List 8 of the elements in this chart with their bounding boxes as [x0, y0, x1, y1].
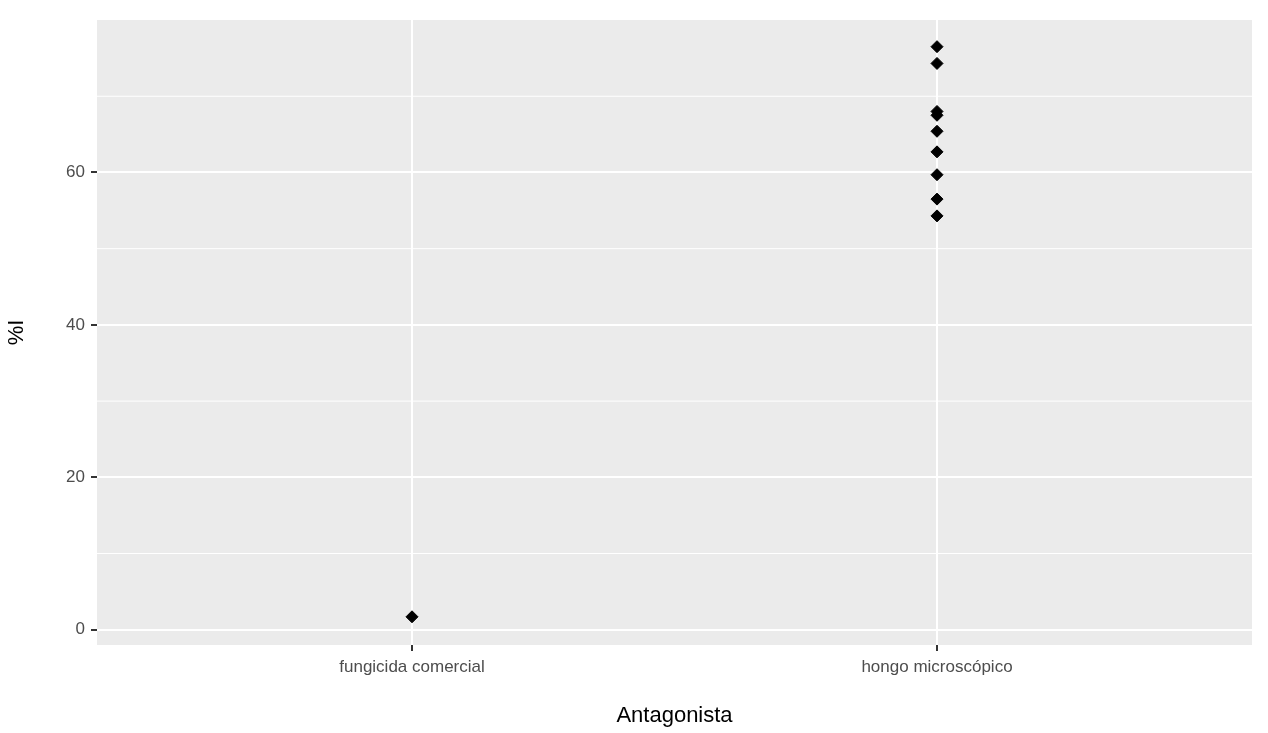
x-axis-title: Antagonista [616, 701, 734, 727]
y-axis-title: %I [3, 319, 29, 346]
y-tick-label: 60 [66, 162, 85, 182]
y-tick-label: 0 [75, 619, 85, 639]
x-tick-label: hongo microscópico [861, 656, 1013, 676]
x-tick-label: fungicida comercial [339, 656, 485, 676]
y-tick-label: 20 [66, 467, 85, 486]
y-tick-label: 40 [66, 314, 85, 334]
